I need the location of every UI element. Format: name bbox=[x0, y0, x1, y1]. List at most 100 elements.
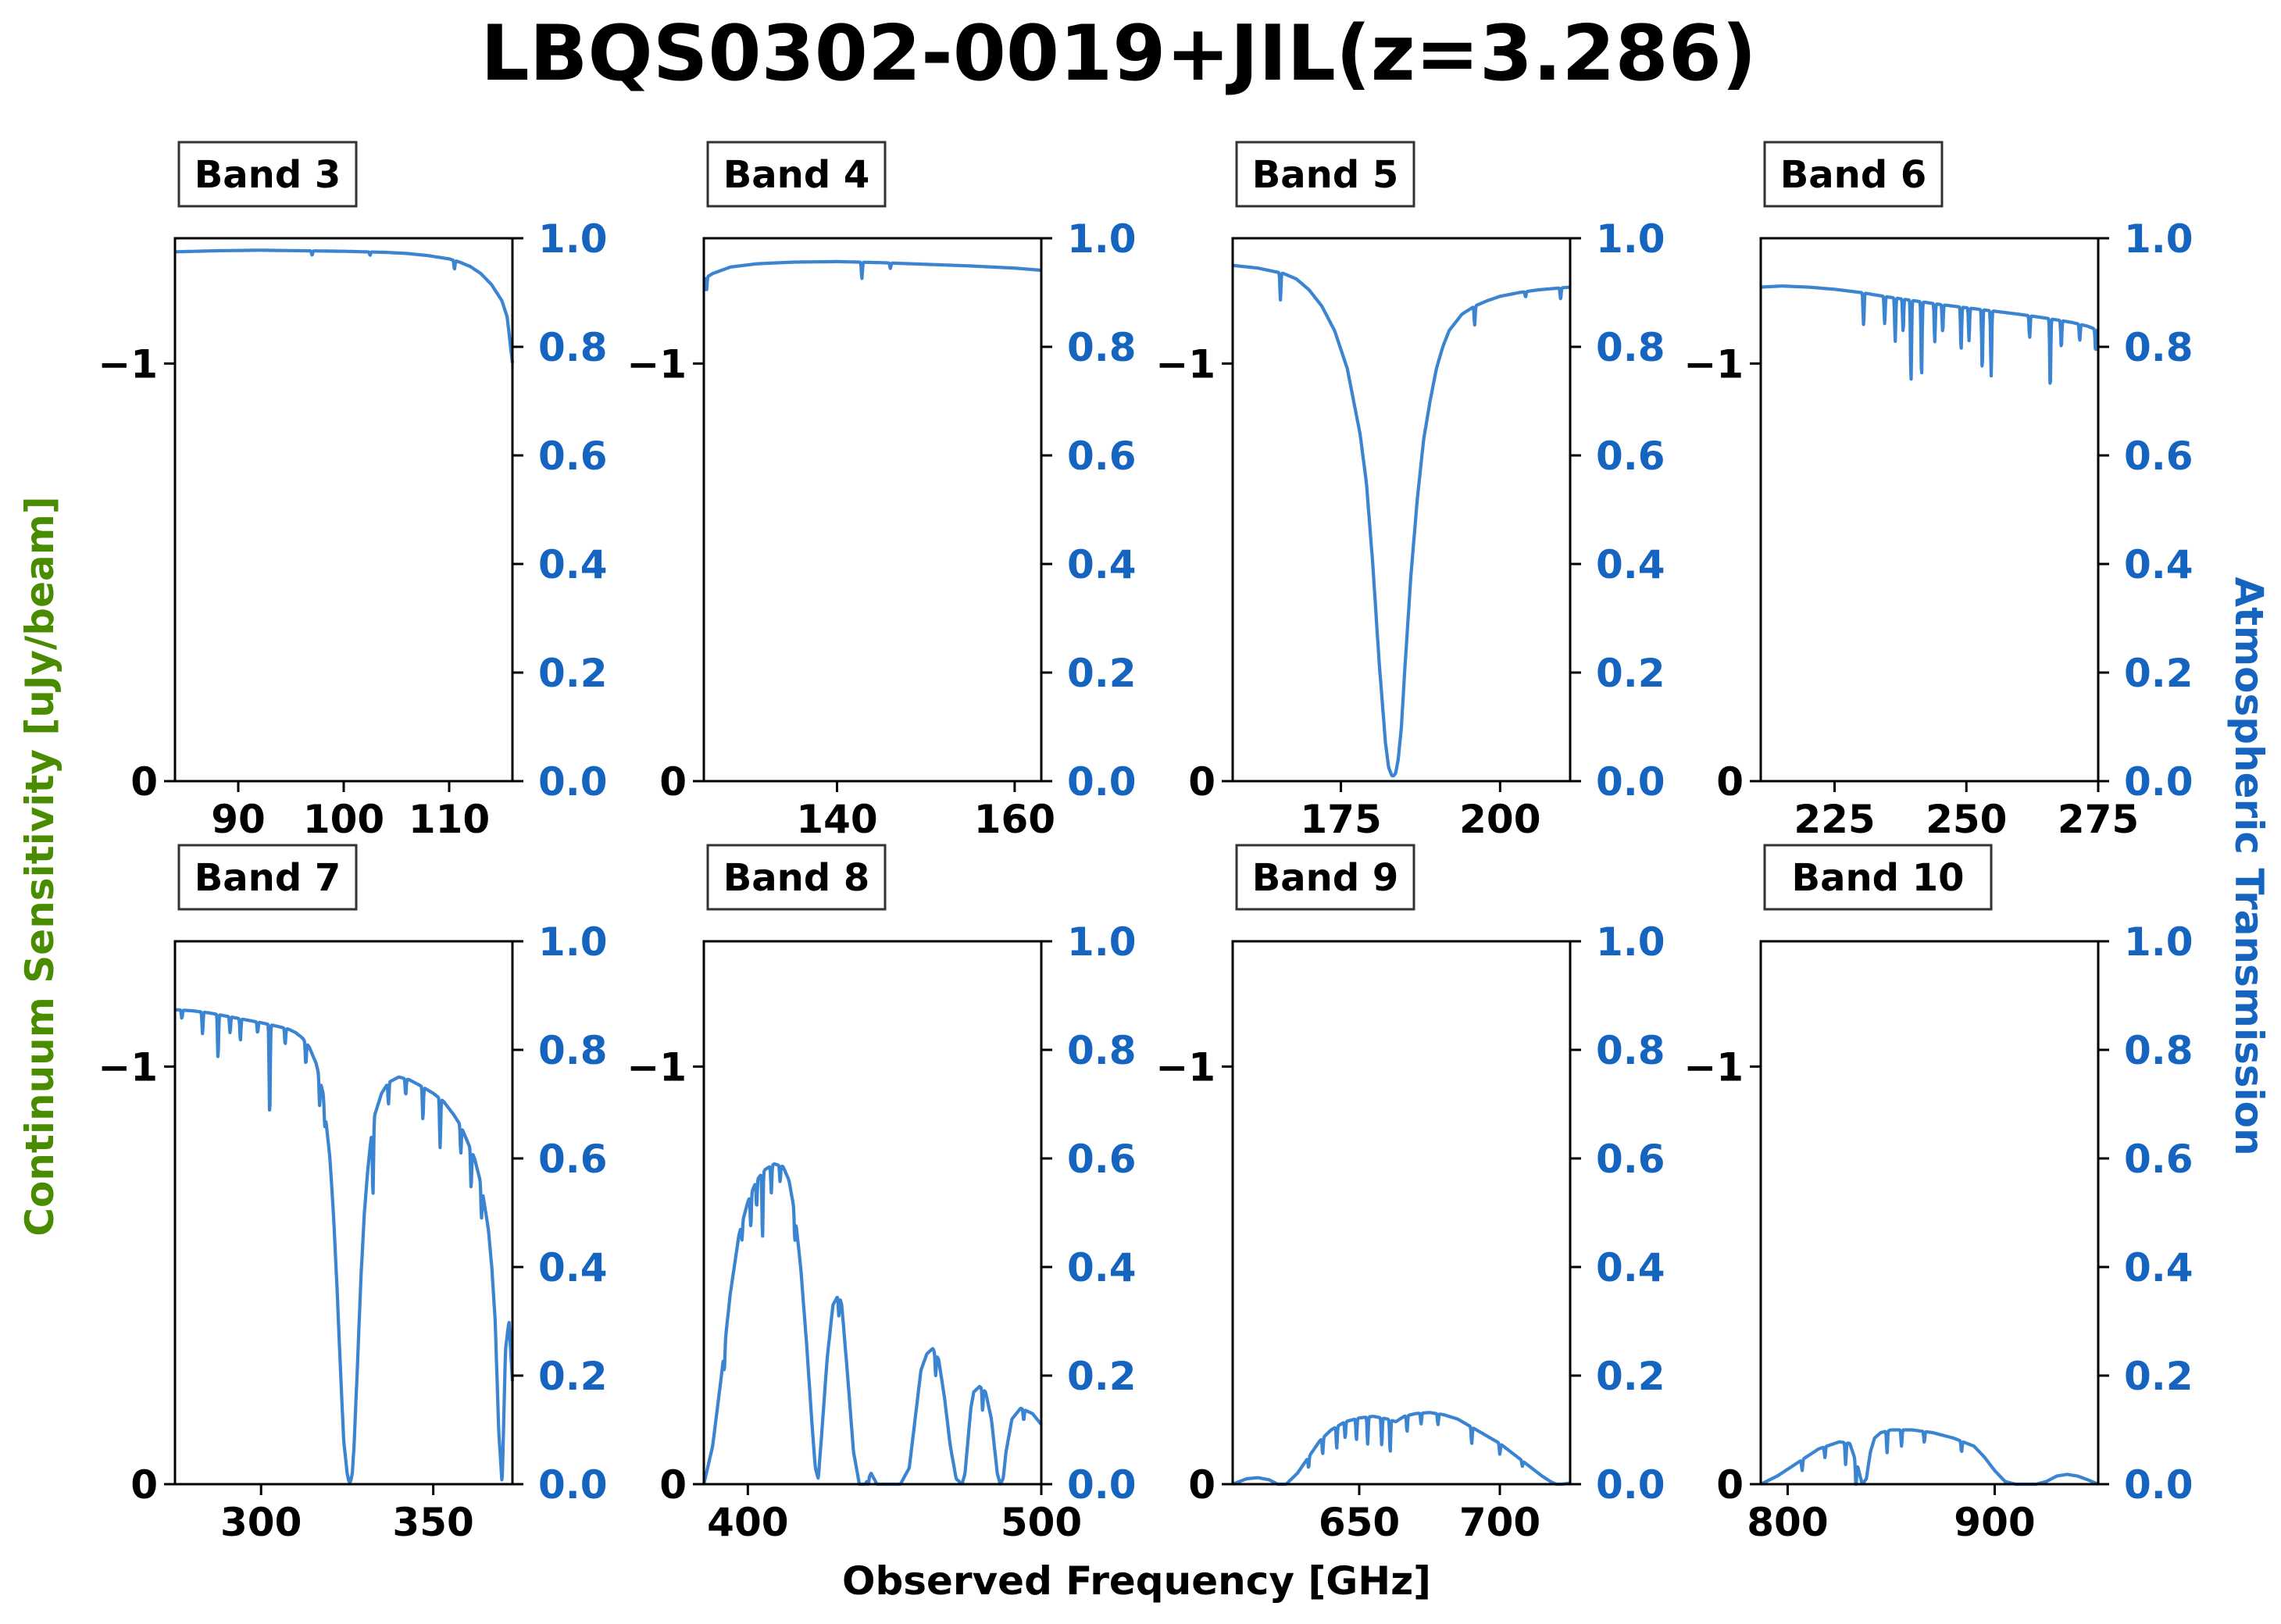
panel-2: Band 4 140 160 0 −1 0.0 0.2 0.4 0.6 0.8 1.0 bbox=[626, 141, 1137, 842]
transmission-line-2 bbox=[702, 259, 1043, 291]
right-tick-label-2-1: 0.2 bbox=[1067, 651, 1137, 696]
x-tick-label-4-2: 275 bbox=[2058, 797, 2139, 842]
right-tick-label-4-3: 0.6 bbox=[2124, 434, 2194, 479]
right-tick-label-2-5: 1.0 bbox=[1067, 216, 1137, 262]
x-tick-label-8-0: 800 bbox=[1747, 1500, 1828, 1545]
x-tick-label-4-0: 225 bbox=[1794, 797, 1875, 842]
right-tick-label-7-5: 1.0 bbox=[1596, 919, 1665, 965]
plot-frame-7 bbox=[1231, 940, 1572, 1486]
x-tick-label-2-0: 140 bbox=[796, 797, 877, 842]
panel-4: Band 6 225 250 275 0 −1 0.0 0.2 0.4 0.6 0.8 1.0 bbox=[1683, 141, 2194, 842]
right-tick-label-6-1: 0.2 bbox=[1067, 1354, 1137, 1399]
band-label-2: Band 4 bbox=[723, 153, 870, 197]
x-tick-label-7-0: 650 bbox=[1319, 1500, 1400, 1545]
right-tick-label-4-5: 1.0 bbox=[2124, 216, 2194, 262]
x-tick-label-4-1: 250 bbox=[1926, 797, 2007, 842]
plot-frame-3 bbox=[1231, 237, 1572, 783]
band-label-6: Band 8 bbox=[723, 856, 870, 900]
right-tick-label-6-2: 0.4 bbox=[1067, 1245, 1137, 1290]
transmission-line-3 bbox=[1231, 263, 1572, 778]
transmission-line-4 bbox=[1759, 284, 2100, 385]
plot-frame-5 bbox=[173, 940, 514, 1486]
transmission-line-6 bbox=[701, 1162, 1043, 1487]
left-tick-label-5-1: −1 bbox=[98, 1044, 158, 1090]
y-axis-label-right: Atmospheric Transmission bbox=[2226, 576, 2272, 1155]
x-tick-label-1-0: 90 bbox=[211, 797, 266, 842]
panel-8: Band 10 800 900 0 −1 0.0 0.2 0.4 0.6 0.8 1.0 bbox=[1683, 844, 2194, 1545]
band-label-7: Band 9 bbox=[1252, 856, 1399, 900]
plot-frame-4 bbox=[1759, 237, 2100, 783]
x-tick-label-6-1: 500 bbox=[1001, 1500, 1082, 1545]
right-tick-label-1-4: 0.8 bbox=[538, 325, 608, 370]
band-label-box-3 bbox=[1235, 141, 1415, 208]
band-label-1: Band 3 bbox=[195, 153, 341, 197]
right-tick-label-8-0: 0.0 bbox=[2124, 1462, 2194, 1508]
band-label-8: Band 10 bbox=[1791, 856, 1964, 900]
left-tick-label-4-0: 0 bbox=[1716, 759, 1744, 805]
right-tick-label-4-0: 0.0 bbox=[2124, 759, 2194, 805]
plot-frame-1 bbox=[173, 237, 514, 783]
right-tick-label-2-2: 0.4 bbox=[1067, 542, 1137, 587]
transmission-line-1 bbox=[173, 248, 515, 364]
panels: Band 390 100 1100−10.00.20.40.60.81.0Band … bbox=[98, 141, 2194, 1545]
right-tick-label-1-5: 1.0 bbox=[538, 216, 608, 262]
right-tick-label-3-3: 0.6 bbox=[1596, 434, 1665, 479]
panel-3: Band 5 175 200 0 −1 0.0 0.2 0.4 0.6 0.8 1.0 bbox=[1155, 141, 1665, 842]
plot-frame-8 bbox=[1759, 940, 2100, 1486]
right-tick-label-7-4: 0.8 bbox=[1596, 1028, 1665, 1073]
left-tick-label-6-1: −1 bbox=[626, 1044, 687, 1090]
right-tick-label-4-1: 0.2 bbox=[2124, 651, 2194, 696]
left-tick-label-2-0: 0 bbox=[659, 759, 687, 805]
band-label-5: Band 7 bbox=[195, 856, 341, 900]
y-axis-label-left: Continuum Sensitivity [uJy/beam] bbox=[17, 496, 62, 1236]
right-tick-label-5-0: 0.0 bbox=[538, 1462, 608, 1508]
figure-title: LBQS0302-0019+JIL(z=3.286) bbox=[480, 9, 1756, 98]
right-tick-label-3-0: 0.0 bbox=[1596, 759, 1665, 805]
right-tick-label-8-2: 0.4 bbox=[2124, 1245, 2194, 1290]
right-tick-label-5-2: 0.4 bbox=[538, 1245, 608, 1290]
left-tick-label-8-1: −1 bbox=[1683, 1044, 1744, 1090]
x-tick-label-7-1: 700 bbox=[1459, 1500, 1540, 1545]
panel-1: Band 3 90 100 110 0 −1 0.0 0.2 0.4 0.6 0.8 1.0 bbox=[98, 141, 608, 842]
left-tick-label-3-0: 0 bbox=[1188, 759, 1215, 805]
right-tick-label-4-4: 0.8 bbox=[2124, 325, 2194, 370]
x-tick-label-3-0: 175 bbox=[1300, 797, 1381, 842]
x-tick-label-8-1: 900 bbox=[1954, 1500, 2035, 1545]
band-label-box-4 bbox=[1763, 141, 1944, 208]
right-tick-label-1-1: 0.2 bbox=[538, 651, 608, 696]
left-tick-label-1-0: 0 bbox=[130, 759, 158, 805]
right-tick-label-4-2: 0.4 bbox=[2124, 542, 2194, 587]
panel-5: Band 7 300 350 0 −1 0.0 0.2 0.4 0.6 0.8 1.0 bbox=[98, 844, 608, 1545]
right-tick-label-7-1: 0.2 bbox=[1596, 1354, 1665, 1399]
right-tick-label-8-3: 0.6 bbox=[2124, 1137, 2194, 1182]
left-tick-label-7-0: 0 bbox=[1188, 1462, 1215, 1508]
right-tick-label-1-2: 0.4 bbox=[538, 542, 608, 587]
right-tick-label-7-2: 0.4 bbox=[1596, 1245, 1665, 1290]
x-axis-label: Observed Frequency [GHz] bbox=[842, 1558, 1431, 1604]
x-tick-label-1-2: 110 bbox=[409, 797, 490, 842]
right-tick-label-1-3: 0.6 bbox=[538, 434, 608, 479]
right-tick-label-2-3: 0.6 bbox=[1067, 434, 1137, 479]
plot-frame-2 bbox=[702, 237, 1043, 783]
right-tick-label-3-2: 0.4 bbox=[1596, 542, 1665, 587]
right-tick-label-5-3: 0.6 bbox=[538, 1137, 608, 1182]
right-tick-label-6-3: 0.6 bbox=[1067, 1137, 1137, 1182]
x-tick-label-2-1: 160 bbox=[974, 797, 1055, 842]
right-tick-label-7-0: 0.0 bbox=[1596, 1462, 1665, 1508]
band-label-box-5 bbox=[177, 844, 358, 911]
right-tick-label-6-4: 0.8 bbox=[1067, 1028, 1137, 1073]
band-label-box-8 bbox=[1763, 844, 1993, 911]
left-tick-label-3-1: −1 bbox=[1155, 341, 1215, 387]
right-tick-label-5-5: 1.0 bbox=[538, 919, 608, 965]
left-tick-label-4-1: −1 bbox=[1683, 341, 1744, 387]
right-tick-label-6-5: 1.0 bbox=[1067, 919, 1137, 965]
left-tick-label-8-0: 0 bbox=[1716, 1462, 1744, 1508]
band-label-4: Band 6 bbox=[1780, 153, 1927, 197]
left-tick-label-7-1: −1 bbox=[1155, 1044, 1215, 1090]
right-tick-label-7-3: 0.6 bbox=[1596, 1137, 1665, 1182]
left-tick-label-1-1: −1 bbox=[98, 341, 158, 387]
x-tick-label-1-1: 100 bbox=[303, 797, 384, 842]
band-label-box-1 bbox=[177, 141, 358, 208]
right-tick-label-8-1: 0.2 bbox=[2124, 1354, 2194, 1399]
